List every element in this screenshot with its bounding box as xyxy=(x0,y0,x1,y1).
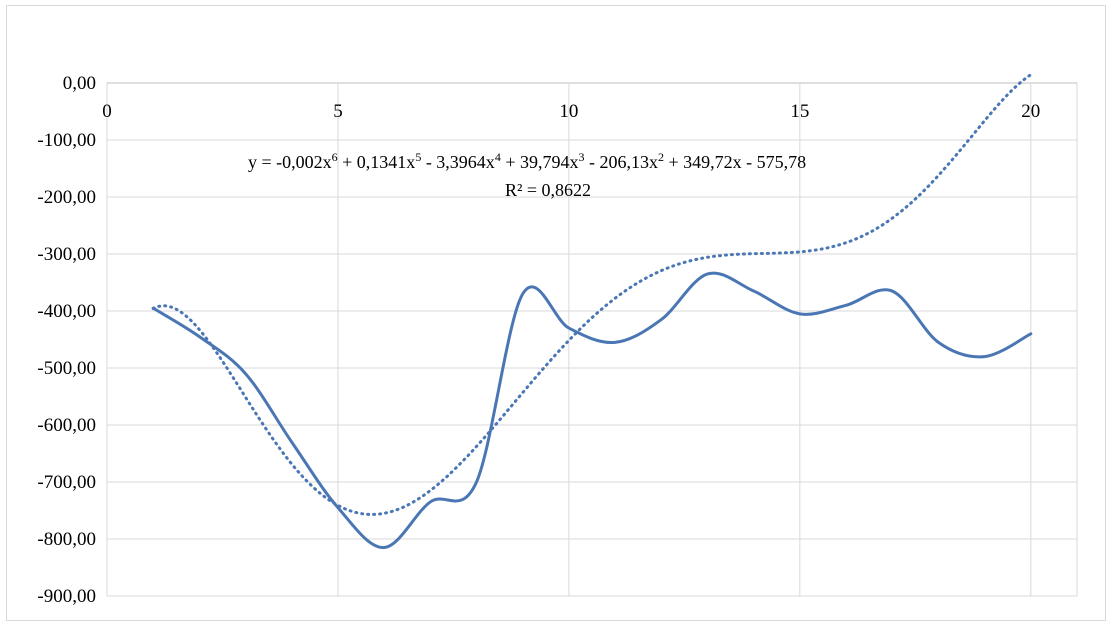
r-squared-label: R² = 0,8622 xyxy=(505,180,591,200)
equation-exponent: 6 xyxy=(332,150,338,164)
y-tick-label: -600,00 xyxy=(37,415,96,436)
equation-part: + 349,72x - 575,78 xyxy=(664,152,806,172)
equation-part: - 206,13x xyxy=(584,152,658,172)
series-line xyxy=(151,271,1033,550)
x-tick-label: 5 xyxy=(333,101,343,122)
equation-exponent: 5 xyxy=(415,150,421,164)
equation-part: + 39,794x xyxy=(501,152,579,172)
equation-exponent: 3 xyxy=(578,150,584,164)
y-axis-labels: 0,00 -100,00 -200,00 -300,00 -400,00 -500,00 -… xyxy=(37,73,96,607)
y-tick-label: -400,00 xyxy=(37,301,96,322)
x-tick-label: 15 xyxy=(790,101,809,122)
y-tick-label: -500,00 xyxy=(37,358,96,379)
y-tick-label: -100,00 xyxy=(37,130,96,151)
y-tick-label: -700,00 xyxy=(37,472,96,493)
equation-exponent: 4 xyxy=(495,150,501,164)
equation-part: y = -0,002x xyxy=(248,152,332,172)
trendline-path xyxy=(151,73,1033,516)
y-tick-label: -900,00 xyxy=(37,586,96,607)
y-tick-label: -300,00 xyxy=(37,244,96,265)
equation-part: + 0,1341x xyxy=(338,152,416,172)
equation-exponent: 2 xyxy=(658,150,664,164)
x-tick-label: 0 xyxy=(102,101,112,122)
y-tick-label: -200,00 xyxy=(37,187,96,208)
equation-part: - 3,3964x xyxy=(421,152,495,172)
trendline-equation-text: y = -0,002x6 + 0,1341x5 - 3,3964x4 + 39,… xyxy=(248,150,806,172)
x-axis-labels: 0 5 10 15 20 xyxy=(102,101,1040,122)
trendline-equation: y = -0,002x6 + 0,1341x5 - 3,3964x4 + 39,… xyxy=(248,150,806,200)
x-tick-label: 20 xyxy=(1021,101,1040,122)
y-tick-label: -800,00 xyxy=(37,529,96,550)
x-tick-label: 10 xyxy=(559,101,578,122)
y-tick-label: 0,00 xyxy=(63,73,96,94)
series-layer xyxy=(151,73,1033,550)
grid xyxy=(106,82,1078,597)
